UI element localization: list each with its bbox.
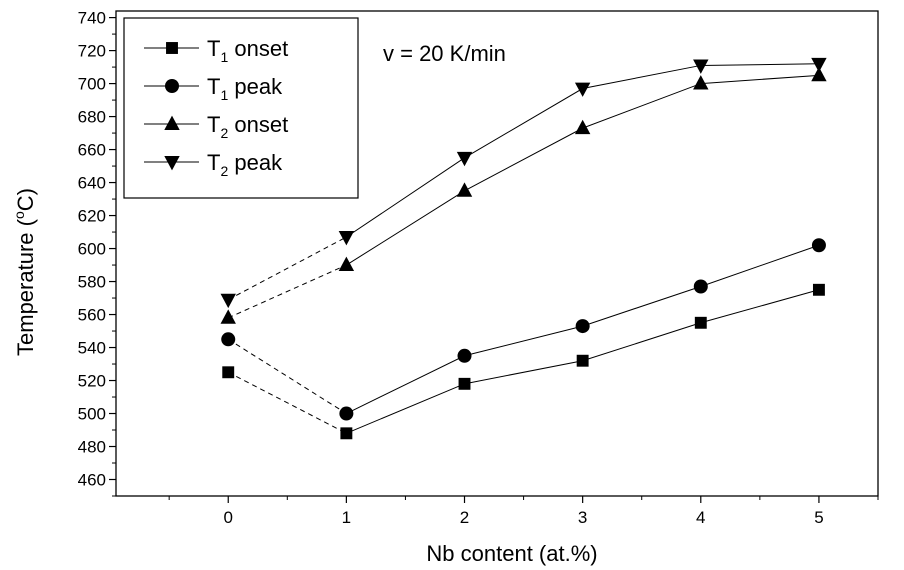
circle-marker (693, 279, 708, 294)
y-axis-title-sup: o (11, 211, 27, 219)
triangle-up-marker (456, 182, 473, 197)
series-dashed-segment (227, 236, 347, 301)
circle-marker (221, 332, 236, 347)
square-marker (166, 42, 178, 54)
plot-frame (115, 10, 879, 497)
series-3 (220, 66, 827, 324)
x-tick-label: 0 (223, 508, 232, 527)
circle-marker (457, 348, 472, 363)
triangle-down-marker (164, 156, 180, 171)
legend-entry: T2 peak (144, 150, 283, 179)
y-tick-label: 600 (78, 240, 106, 259)
series-dashed-segment (228, 264, 347, 319)
y-axis-title: Temperature (oC) (11, 188, 38, 356)
x-tick-label: 4 (696, 508, 705, 527)
square-marker (576, 354, 589, 367)
y-tick-label: 560 (78, 306, 106, 325)
triangle-down-marker (574, 82, 591, 97)
y-tick-label: 520 (78, 372, 106, 391)
y-tick-label: 660 (78, 141, 106, 160)
x-axis-title: Nb content (at.%) (426, 541, 597, 566)
legend-entry: T1 peak (144, 74, 283, 103)
y-axis-title-suffix: C) (13, 188, 38, 211)
triangle-down-marker (338, 231, 355, 246)
y-tick-label: 500 (78, 405, 106, 424)
x-tick-label: 2 (460, 508, 469, 527)
x-tick-label: 3 (578, 508, 587, 527)
y-tick-label: 580 (78, 273, 106, 292)
triangle-down-marker (811, 57, 827, 73)
square-marker (458, 377, 471, 390)
triangle-down-marker (220, 293, 236, 309)
series-dashed-segment (228, 371, 347, 434)
triangle-down-marker (456, 151, 473, 167)
triangle-up-marker (574, 119, 591, 135)
y-tick-label: 700 (78, 75, 106, 94)
triangle-up-marker (693, 75, 709, 90)
legend: T1 onset T1 peak T2 onset T2 peak (123, 17, 359, 199)
rate-annotation: v = 20 K/min (383, 41, 506, 66)
legend-label: T2 peak (207, 150, 283, 179)
legend-label: T1 onset (207, 36, 288, 65)
series-2 (221, 238, 826, 421)
y-tick-label: 640 (78, 174, 106, 193)
legend-label: T2 onset (207, 112, 288, 141)
y-tick-label: 720 (78, 42, 106, 61)
y-tick-label: 540 (78, 339, 106, 358)
x-axis: 0 1 2 3 4 5 (168, 496, 879, 527)
x-tick-label: 1 (342, 508, 351, 527)
triangle-down-marker (693, 59, 709, 74)
series-1 (222, 283, 825, 440)
legend-label: T1 peak (207, 74, 283, 103)
square-marker (694, 316, 707, 329)
circle-marker (811, 238, 826, 253)
series-layer (220, 57, 827, 440)
triangle-up-marker (164, 115, 180, 130)
y-axis: 460 480 500 520 540 560 580 600 620 640 660 680 700 7… (78, 9, 116, 497)
square-marker (812, 283, 825, 296)
triangle-up-marker (338, 256, 355, 271)
square-marker (340, 427, 353, 440)
y-tick-label: 740 (78, 9, 106, 28)
series-4 (220, 57, 827, 309)
y-tick-label: 680 (78, 108, 106, 127)
legend-entry: T2 onset (144, 112, 288, 141)
y-tick-label: 620 (78, 207, 106, 226)
circle-marker (575, 319, 590, 334)
y-tick-label: 480 (78, 438, 106, 457)
series-line (346, 74, 819, 266)
y-tick-label: 460 (78, 471, 106, 490)
plot-border (115, 10, 879, 497)
x-tick-label: 5 (814, 508, 823, 527)
legend-entry: T1 onset (144, 36, 288, 65)
circle-marker (165, 79, 179, 93)
y-axis-title-prefix: Temperature ( (13, 218, 38, 356)
triangle-up-marker (811, 66, 827, 82)
triangle-up-marker (220, 309, 236, 324)
square-marker (222, 366, 235, 379)
circle-marker (339, 406, 354, 421)
